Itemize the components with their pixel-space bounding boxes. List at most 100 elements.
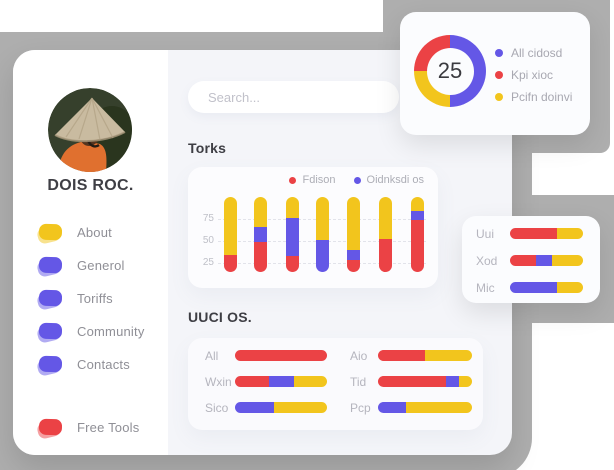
red-segment <box>510 255 536 266</box>
red-segment <box>410 219 424 272</box>
sidebar-item-label: About <box>77 224 112 240</box>
menu-blob-icon <box>39 356 62 372</box>
yellow-segment <box>410 197 424 211</box>
sidebar-item-generol[interactable]: Generol <box>39 256 125 274</box>
donut-center-value: 25 <box>437 58 463 83</box>
purple-dot-icon <box>353 176 361 184</box>
red-segment <box>253 242 267 272</box>
h-bar <box>378 350 472 361</box>
row-label: Wxin <box>205 375 232 389</box>
menu-blob-icon <box>39 257 62 273</box>
yellow-segment <box>557 282 583 293</box>
menu-blob-icon <box>39 224 62 240</box>
h-bar <box>235 402 327 413</box>
yellow-segment <box>285 197 299 218</box>
sidebar-item-label: Free Tools <box>77 419 140 435</box>
h-bar <box>378 376 472 387</box>
avatar <box>48 88 132 172</box>
yellow-dot-icon <box>495 93 503 101</box>
row-label: Pcp <box>350 401 371 415</box>
red-segment <box>346 260 360 272</box>
row-label: Sico <box>205 401 229 415</box>
red-segment <box>235 376 270 387</box>
h-bar <box>235 350 327 361</box>
torks-title: Torks <box>188 140 227 156</box>
legend-label: Fdison <box>302 174 336 186</box>
purple-segment <box>235 402 274 413</box>
purple-segment <box>410 210 424 220</box>
row-label: Aio <box>350 349 368 363</box>
yellow-segment <box>378 197 392 239</box>
yellow-segment <box>551 255 583 266</box>
sidebar-item-label: Contacts <box>77 356 130 372</box>
red-segment <box>235 350 327 361</box>
red-dot-icon <box>495 71 503 79</box>
sidebar-item-label: Community <box>77 323 145 339</box>
stacked-bar <box>285 197 299 272</box>
purple-segment <box>269 376 294 387</box>
purple-segment <box>510 282 558 293</box>
legend-label: Oidnksdi os <box>366 174 424 186</box>
red-segment <box>378 350 425 361</box>
purple-segment <box>253 227 267 242</box>
purple-segment <box>378 402 407 413</box>
purple-dot-icon <box>495 49 503 57</box>
y-tick-label: 25 <box>202 257 214 268</box>
purple-segment <box>285 218 299 256</box>
uuci-title: UUCI OS. <box>188 309 252 325</box>
red-segment <box>223 254 237 272</box>
search-input[interactable] <box>188 81 399 113</box>
profile-name: DOIS ROC. <box>47 177 134 194</box>
stacked-bar <box>223 197 237 272</box>
red-segment <box>378 239 392 272</box>
legend-label: All cidosd <box>511 46 563 60</box>
menu-blob-icon <box>39 323 62 339</box>
donut-chart: 25 <box>414 35 486 107</box>
donut-card: 25 All cidosd Kpi xioc Pcifn doinvi <box>400 12 590 135</box>
torks-legend: Fdison Oidnksdi os <box>289 174 424 186</box>
stacked-bar <box>253 197 267 272</box>
menu-blob-icon <box>39 419 62 435</box>
legend-label: Kpi xioc <box>511 68 554 82</box>
legend-item-yellow: Pcifn doinvi <box>495 90 572 104</box>
sidebar-item-contacts[interactable]: Contacts <box>39 355 130 373</box>
red-segment <box>378 376 446 387</box>
h-bar <box>235 376 327 387</box>
yellow-segment <box>458 376 472 387</box>
purple-segment <box>315 239 329 272</box>
avatar-photo <box>48 88 132 172</box>
sidebar-item-toriffs[interactable]: Toriffs <box>39 289 113 307</box>
purple-segment <box>445 376 459 387</box>
yellow-segment <box>253 197 267 227</box>
row-label: Xod <box>476 254 498 268</box>
y-tick-label: 50 <box>202 235 214 246</box>
sidebar-item-label: Generol <box>77 257 125 273</box>
stacked-bar <box>346 197 360 272</box>
uuci-chart-card: All Wxin Sico Aio Tid Pcp <box>188 338 483 430</box>
h-bar <box>510 228 583 239</box>
sidebar-item-label: Toriffs <box>77 290 113 306</box>
red-dot-icon <box>289 176 297 184</box>
yellow-segment <box>425 350 472 361</box>
row-label: Mic <box>476 281 495 295</box>
legend-label: Pcifn doinvi <box>511 90 573 104</box>
h-bar <box>378 402 472 413</box>
legend-item-purple: Oidnksdi os <box>353 174 424 186</box>
sidebar-item-about[interactable]: About <box>39 223 112 241</box>
donut-hole: 25 <box>426 47 474 95</box>
row-label: All <box>205 349 219 363</box>
yellow-segment <box>557 228 583 239</box>
side-stats-card: Uui Xod Mic <box>462 216 600 303</box>
yellow-segment <box>406 402 472 413</box>
purple-segment <box>346 249 360 260</box>
yellow-segment <box>223 197 237 255</box>
yellow-segment <box>315 197 329 240</box>
purple-segment <box>535 255 552 266</box>
sidebar-item-free-tools[interactable]: Free Tools <box>39 418 139 436</box>
yellow-segment <box>273 402 327 413</box>
sidebar-item-community[interactable]: Community <box>39 322 145 340</box>
red-segment <box>510 228 558 239</box>
menu-blob-icon <box>39 290 62 306</box>
h-bar <box>510 255 583 266</box>
